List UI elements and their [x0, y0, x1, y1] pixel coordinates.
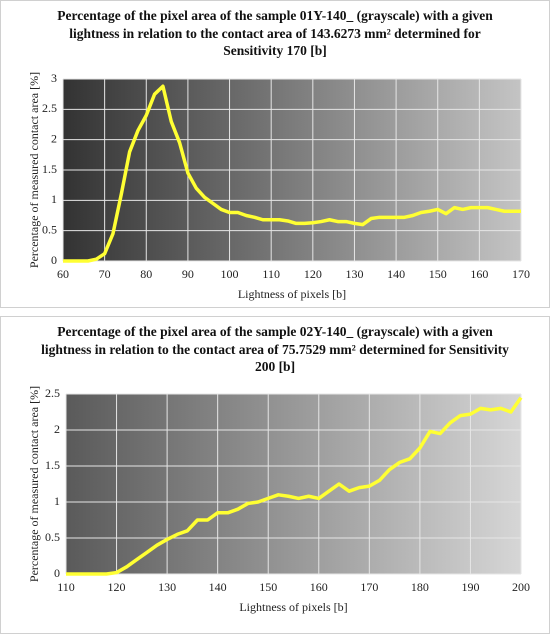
x-tick-label: 170: [360, 580, 378, 594]
x-tick-label: 180: [411, 580, 429, 594]
data-line: [63, 84, 521, 263]
x-tick-label: 130: [158, 580, 176, 594]
x-tick-label: 110: [57, 580, 75, 594]
x-axis-label: Lightness of pixels [b]: [239, 600, 347, 614]
y-tick-label: 0: [51, 253, 57, 267]
chart-title: Percentage of the pixel area of the samp…: [57, 8, 493, 58]
x-tick-label: 70: [99, 267, 111, 281]
chart: 0 0.5 1 1.5 2 2.5 3 60 70 80 90 100 110 120 130 140 150 1…: [27, 71, 530, 301]
x-tick-label: 60: [57, 267, 69, 281]
x-tick-label: 140: [387, 267, 405, 281]
y-axis-label: Percentage of measured contact area [%]: [27, 386, 41, 582]
y-tick-label: 2: [51, 131, 57, 145]
y-tick-label: 1: [54, 494, 60, 508]
x-tick-label: 190: [461, 580, 479, 594]
x-tick-label: 80: [140, 267, 152, 281]
y-tick-label: 0.5: [42, 222, 57, 236]
plot-area: [66, 394, 521, 574]
x-tick-label: 150: [429, 267, 447, 281]
x-tick-label: 140: [209, 580, 227, 594]
x-tick-label: 120: [108, 580, 126, 594]
x-tick-label: 160: [470, 267, 488, 281]
x-tick-label: 130: [345, 267, 363, 281]
x-tick-label: 100: [221, 267, 239, 281]
x-tick-label: 160: [310, 580, 328, 594]
y-tick-label: 2: [54, 422, 60, 436]
x-axis-label: Lightness of pixels [b]: [238, 287, 346, 301]
x-tick-label: 120: [304, 267, 322, 281]
x-tick-label: 200: [512, 580, 530, 594]
chart-title: Percentage of the pixel area of the samp…: [41, 324, 509, 374]
y-tick-label: 3: [51, 71, 57, 85]
x-tick-label: 150: [259, 580, 277, 594]
y-axis-label: Percentage of measured contact area [%]: [27, 72, 41, 268]
y-tick-label: 2.5: [42, 101, 57, 115]
y-tick-label: 1.5: [45, 458, 60, 472]
y-tick-label: 0: [54, 566, 60, 580]
y-tick-label: 2.5: [45, 386, 60, 400]
y-tick-label: 1.5: [42, 162, 57, 176]
x-tick-label: 170: [512, 267, 530, 281]
chart-panel: Percentage of the pixel area of the samp…: [0, 0, 550, 308]
x-tick-label: 90: [182, 267, 194, 281]
data-line: [66, 396, 523, 576]
x-tick-label: 110: [262, 267, 280, 281]
y-tick-label: 0.5: [45, 530, 60, 544]
chart: 0 0.5 1 1.5 2 2.5 110 120 130 140 150 160 170 180 190 2…: [27, 386, 530, 614]
chart-panel: Percentage of the pixel area of the samp…: [0, 316, 550, 634]
y-tick-label: 1: [51, 192, 57, 206]
